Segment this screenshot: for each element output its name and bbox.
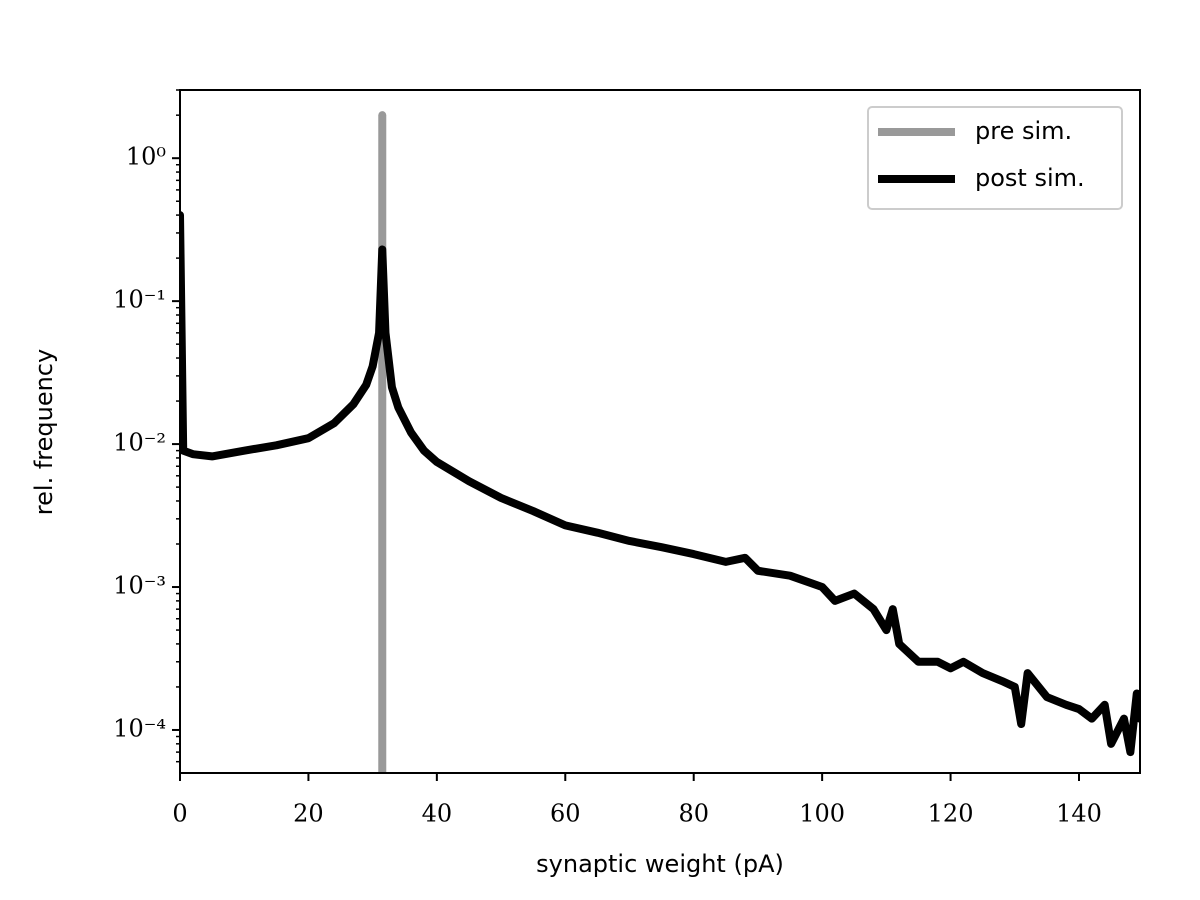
x-tick-label: 60 bbox=[550, 800, 581, 828]
y-tick-label: 10⁰ bbox=[126, 143, 166, 171]
y-tick-label: 10⁻³ bbox=[113, 572, 166, 600]
x-tick-label: 120 bbox=[928, 800, 974, 828]
x-tick-label: 0 bbox=[172, 800, 187, 828]
y-tick-label: 10⁻⁴ bbox=[113, 714, 166, 742]
y-axis-label: rel. frequency bbox=[30, 349, 58, 515]
x-tick-label: 80 bbox=[678, 800, 709, 828]
x-tick-label: 140 bbox=[1056, 800, 1102, 828]
y-tick-label: 10⁻² bbox=[113, 429, 166, 457]
y-tick-label: 10⁻¹ bbox=[113, 286, 166, 314]
axes-frame bbox=[179, 89, 1141, 774]
line-series bbox=[180, 211, 1140, 757]
x-axis-label: synaptic weight (pA) bbox=[536, 850, 784, 878]
legend-label: pre sim. bbox=[975, 117, 1072, 145]
x-tick-label: 100 bbox=[799, 800, 845, 828]
plot-area bbox=[180, 111, 1140, 773]
legend-label: post sim. bbox=[975, 164, 1085, 192]
x-tick-label: 20 bbox=[293, 800, 324, 828]
x-tick-label: 40 bbox=[422, 800, 453, 828]
